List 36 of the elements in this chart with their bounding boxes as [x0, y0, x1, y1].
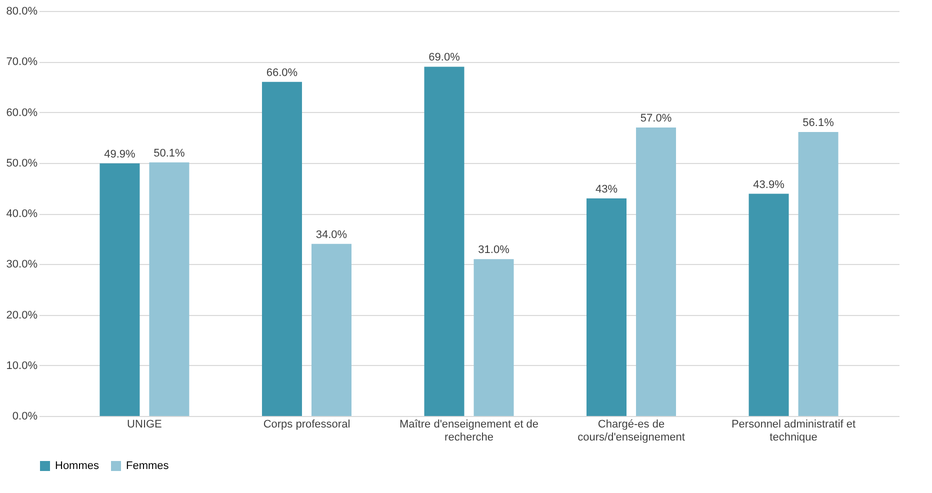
y-tick-label: 10.0% — [6, 360, 38, 372]
bar — [100, 163, 140, 416]
data-label: 49.9% — [104, 148, 136, 160]
bar — [149, 162, 190, 416]
x-tick-label: Chargé-es de cours/d'enseignement — [578, 418, 685, 444]
data-label: 43.9% — [753, 178, 785, 191]
y-tick-label: 80.0% — [6, 6, 38, 18]
data-label: 56.1% — [802, 116, 834, 129]
data-label: 50.1% — [154, 147, 186, 160]
legend-label: Femmes — [126, 460, 170, 472]
bar — [798, 132, 838, 416]
y-tick-label: 40.0% — [6, 208, 38, 220]
x-tick-label: Maître d'enseignement et de recherche — [399, 418, 539, 444]
x-tick-label: UNIGE — [127, 418, 162, 430]
bar — [424, 66, 464, 416]
x-tick-label: Corps professoral — [263, 418, 350, 430]
bar — [636, 127, 676, 416]
y-tick-label: 60.0% — [6, 106, 38, 119]
y-tick-label: 20.0% — [6, 309, 38, 322]
data-label: 34.0% — [316, 228, 348, 241]
data-label: 43% — [595, 183, 618, 196]
bar — [262, 82, 302, 416]
y-tick-label: 0.0% — [12, 410, 38, 422]
y-tick-label: 30.0% — [6, 258, 38, 271]
bar — [748, 194, 789, 416]
bar — [586, 198, 627, 416]
legend-label: Hommes — [55, 460, 100, 472]
bar — [311, 244, 352, 416]
bar — [474, 259, 514, 416]
data-label: 57.0% — [640, 112, 672, 124]
x-tick-label: Personnel administratif et technique — [731, 418, 856, 444]
y-tick-label: 50.0% — [6, 157, 38, 170]
data-label: 31.0% — [478, 244, 510, 256]
data-label: 69.0% — [428, 52, 460, 64]
y-tick-label: 70.0% — [6, 56, 38, 68]
data-label: 66.0% — [266, 66, 298, 79]
